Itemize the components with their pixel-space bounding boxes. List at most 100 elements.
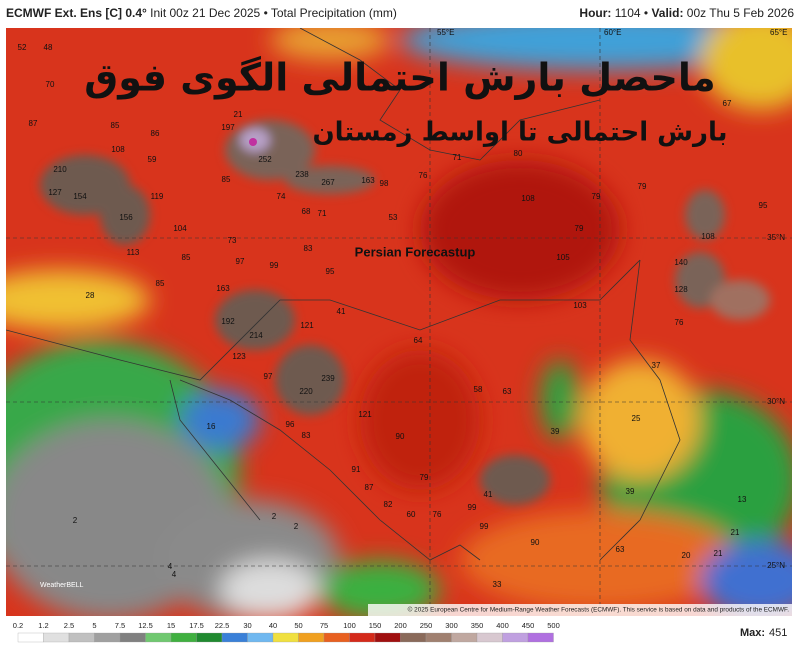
point-value: 63 bbox=[503, 387, 512, 396]
point-value: 95 bbox=[759, 201, 768, 210]
point-value: 99 bbox=[468, 503, 477, 512]
precip-field bbox=[6, 28, 792, 616]
point-value: 58 bbox=[474, 385, 483, 394]
point-value: 156 bbox=[119, 213, 133, 222]
point-value: 2 bbox=[294, 522, 299, 531]
graticule-label: 60°E bbox=[604, 28, 621, 37]
point-value: 59 bbox=[148, 155, 157, 164]
graticule-label: 65°E bbox=[770, 28, 787, 37]
colorbar-tick: 400 bbox=[496, 621, 509, 630]
colorbar-swatch bbox=[221, 632, 248, 643]
point-value: 252 bbox=[258, 155, 272, 164]
point-value: 267 bbox=[321, 178, 335, 187]
point-value: 21 bbox=[234, 110, 243, 119]
colorbar-tick: 1.2 bbox=[38, 621, 48, 630]
point-value: 104 bbox=[173, 224, 187, 233]
colorbar-tick: 12.5 bbox=[138, 621, 153, 630]
graticule-label: 30°N bbox=[767, 397, 785, 406]
overlay-subtitle: بارش احتمالی تا اواسط زمستان bbox=[312, 118, 727, 148]
max-label: Max: bbox=[740, 627, 765, 639]
colorbar-tick: 200 bbox=[394, 621, 407, 630]
point-value: 121 bbox=[358, 410, 372, 419]
valid: 00z Thu 5 Feb 2026 bbox=[686, 6, 794, 20]
colorbar-tick: 100 bbox=[343, 621, 356, 630]
point-value: 95 bbox=[326, 267, 335, 276]
point-value: 154 bbox=[73, 192, 87, 201]
colorbar-swatch bbox=[170, 632, 197, 643]
colorbar-swatch bbox=[145, 632, 172, 643]
point-value: 97 bbox=[236, 257, 245, 266]
point-value: 67 bbox=[723, 99, 732, 108]
point-value: 48 bbox=[44, 43, 53, 52]
point-value: 76 bbox=[433, 510, 442, 519]
point-value: 4 bbox=[172, 570, 177, 579]
colorbar-tick: 75 bbox=[320, 621, 328, 630]
point-value: 74 bbox=[277, 192, 286, 201]
colorbar-tick: 250 bbox=[420, 621, 433, 630]
point-value: 119 bbox=[151, 192, 164, 201]
colorbar-swatch bbox=[298, 632, 325, 643]
point-value: 197 bbox=[221, 123, 235, 132]
point-value: 103 bbox=[573, 301, 587, 310]
watermark: Persian Forecastup bbox=[355, 244, 476, 259]
point-value: 70 bbox=[46, 80, 55, 89]
point-value: 123 bbox=[232, 352, 246, 361]
point-value: 96 bbox=[286, 420, 295, 429]
colorbar-swatch bbox=[451, 632, 478, 643]
colorbar-tick: 22.5 bbox=[215, 621, 230, 630]
point-value: 20 bbox=[682, 551, 691, 560]
point-value: 80 bbox=[514, 149, 523, 158]
point-value: 87 bbox=[365, 483, 374, 492]
point-value: 128 bbox=[674, 285, 688, 294]
hour: 1104 • bbox=[614, 6, 649, 20]
point-value: 16 bbox=[207, 422, 216, 431]
point-value: 85 bbox=[156, 279, 165, 288]
point-value: 25 bbox=[632, 414, 641, 423]
colorbar-tick: 2.5 bbox=[64, 621, 74, 630]
colorbar-swatch bbox=[502, 632, 529, 643]
colorbar-swatch bbox=[43, 632, 70, 643]
header: ECMWF Ext. Ens [C] 0.4° Init 00z 21 Dec … bbox=[6, 6, 794, 24]
point-value: 108 bbox=[701, 232, 715, 241]
point-value: 90 bbox=[396, 432, 405, 441]
point-value: 28 bbox=[86, 291, 95, 300]
point-value: 98 bbox=[380, 179, 389, 188]
point-value: 108 bbox=[521, 194, 535, 203]
point-value: 33 bbox=[493, 580, 502, 589]
point-value: 79 bbox=[420, 473, 429, 482]
point-value: 192 bbox=[221, 317, 235, 326]
point-value: 87 bbox=[29, 119, 38, 128]
point-value: 39 bbox=[551, 427, 560, 436]
point-value: 121 bbox=[300, 321, 314, 330]
colorbar-swatch bbox=[119, 632, 146, 643]
point-value: 238 bbox=[295, 170, 309, 179]
point-value: 83 bbox=[304, 244, 313, 253]
header-valid: Hour: 1104 • Valid: 00z Thu 5 Feb 2026 bbox=[579, 6, 794, 20]
point-value: 90 bbox=[531, 538, 540, 547]
point-value: 41 bbox=[484, 490, 493, 499]
point-value: 21 bbox=[731, 528, 740, 537]
max-value: 451 bbox=[769, 627, 787, 639]
point-value: 2 bbox=[272, 512, 277, 521]
point-value: 220 bbox=[299, 387, 313, 396]
point-value: 108 bbox=[111, 145, 125, 154]
point-value: 63 bbox=[616, 545, 625, 554]
colorbar-tick: 150 bbox=[369, 621, 382, 630]
point-value: 239 bbox=[321, 374, 335, 383]
colorbar-tick: 40 bbox=[269, 621, 277, 630]
point-value: 37 bbox=[652, 361, 661, 370]
graticule-label: 35°N bbox=[767, 233, 785, 242]
colorbar-tick: 5 bbox=[92, 621, 96, 630]
colorbar-tick: 50 bbox=[294, 621, 302, 630]
colorbar-swatch bbox=[272, 632, 299, 643]
point-value: 83 bbox=[302, 431, 311, 440]
point-value: 64 bbox=[414, 336, 423, 345]
overlay-title: ماحصل بارش احتمالی الگوی فوق bbox=[84, 56, 715, 100]
colorbar-swatch bbox=[17, 632, 44, 643]
point-value: 99 bbox=[270, 261, 279, 270]
point-value: 79 bbox=[592, 192, 601, 201]
graticule-label: 25°N bbox=[767, 561, 785, 570]
point-value: 13 bbox=[738, 495, 747, 504]
point-value: 79 bbox=[575, 224, 584, 233]
point-value: 39 bbox=[626, 487, 635, 496]
